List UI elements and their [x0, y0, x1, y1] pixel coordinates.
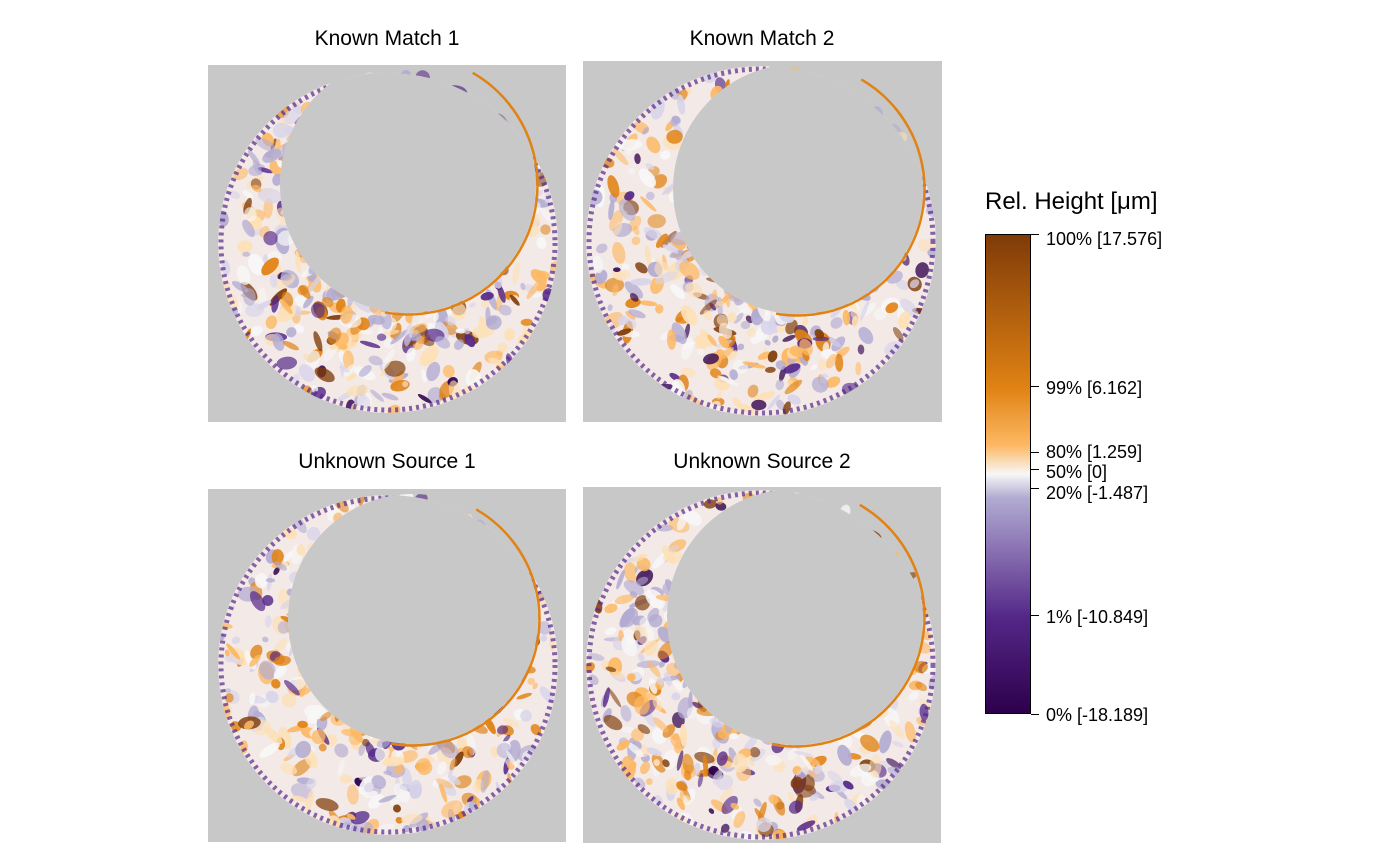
colorbar-tick — [1031, 487, 1039, 489]
surface-map-unknown-source-2 — [583, 487, 941, 843]
colorbar-tick — [1031, 615, 1039, 617]
colorbar-tick-label: 0% [-18.189] — [1046, 705, 1149, 725]
colorbar-tick-label: 20% [-1.487] — [1046, 483, 1149, 504]
ring-texture — [585, 490, 937, 841]
ring-texture — [218, 494, 558, 835]
colorbar-tick — [1031, 233, 1039, 235]
panel-title-known-match-1: Known Match 1 — [314, 27, 460, 50]
surface-map-known-match-1 — [208, 65, 566, 422]
surface-map-known-match-2 — [583, 61, 942, 422]
colorbar-tick — [1031, 451, 1039, 453]
panel-title-unknown-source-1: Unknown Source 1 — [298, 450, 476, 473]
colorbar-tick — [1031, 468, 1039, 470]
panel-title-known-match-2: Known Match 2 — [689, 27, 835, 50]
colorbar-tick-label: 80% [1.259] — [1046, 442, 1143, 463]
colorbar-tick-label: 100% [17.576] — [1046, 229, 1163, 249]
colorbar-tick-label: 50% [0] — [1046, 462, 1108, 483]
colorbar-tick — [1031, 386, 1039, 388]
panel-title-unknown-source-2: Unknown Source 2 — [673, 450, 851, 473]
colorbar — [985, 234, 1031, 714]
colorbar-tick-label: 99% [6.162] — [1046, 377, 1143, 398]
colorbar-tick-label: 1% [-10.849] — [1046, 606, 1149, 627]
legend-title: Rel. Height [μm] — [985, 188, 1158, 215]
surface-map-unknown-source-1 — [208, 489, 566, 842]
colorbar-tick — [1031, 713, 1039, 715]
ring-texture — [218, 69, 558, 413]
ring-texture — [586, 66, 937, 416]
